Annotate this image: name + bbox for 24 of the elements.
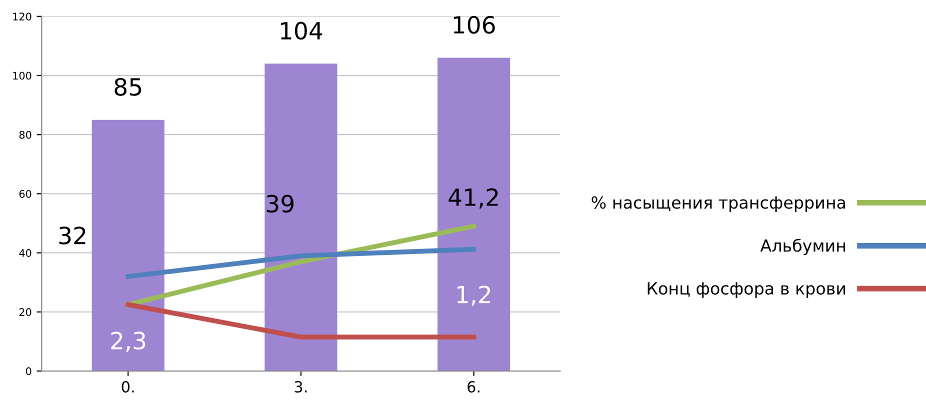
y-tick-label: 0 [26,367,32,376]
data-label: 104 [281,22,322,40]
legend-label: Альбумин [760,238,846,256]
y-tick-label: 80 [19,130,32,139]
data-label: 32 [59,226,86,244]
bar [264,64,338,372]
y-tick-label: 40 [19,249,32,257]
y-tick-label: 20 [19,308,32,316]
data-label: 39 [266,194,294,213]
y-tick-label: 120 [13,12,32,21]
data-label: 41,2 [448,188,498,209]
legend-label: % насыщения трансферрина [592,196,846,212]
bar [92,120,164,372]
x-tick-label: 3. [294,381,307,393]
data-label: 85 [114,78,142,96]
x-tick-label: 6. [468,381,480,393]
x-tick-label: 0. [122,381,134,393]
y-tick-label: 60 [19,190,32,198]
legend-label: Конц фосфора в крови [648,282,846,298]
annotation: 1,2 [457,286,490,306]
y-tick-label: 100 [13,72,32,80]
annotation: 2,3 [111,332,146,352]
data-label: 106 [454,16,495,34]
bar [438,58,510,372]
